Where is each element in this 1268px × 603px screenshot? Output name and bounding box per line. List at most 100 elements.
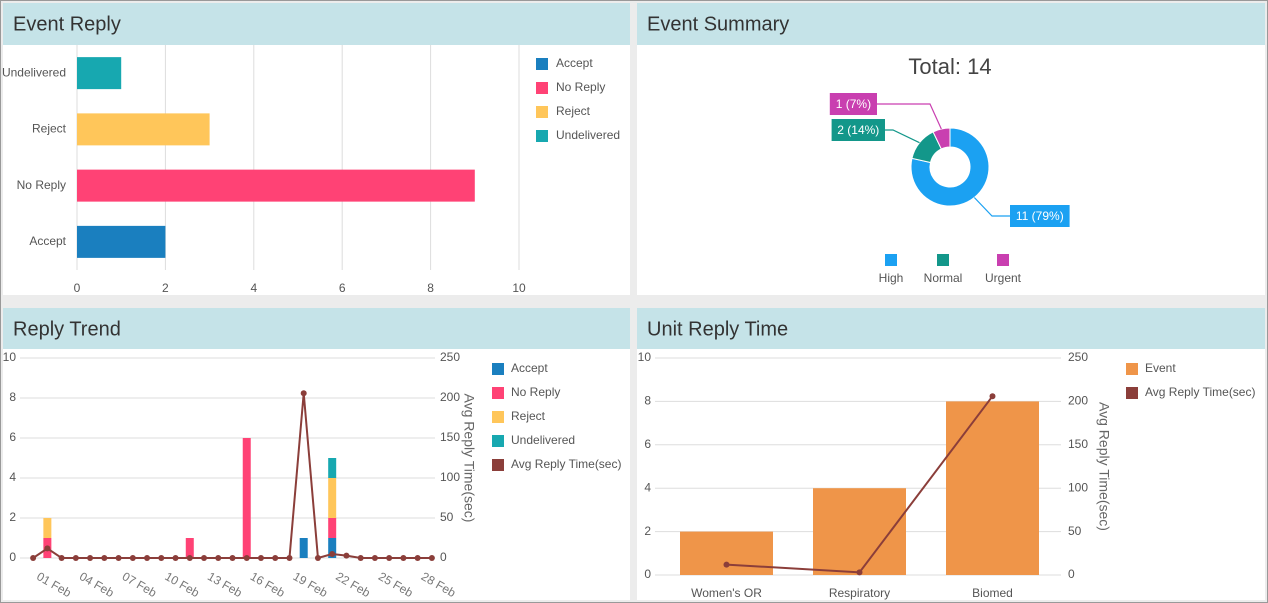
legend-label: Accept — [556, 56, 593, 70]
bar — [77, 225, 166, 258]
y-tick-label: Accept — [29, 234, 66, 248]
line-marker — [144, 555, 151, 561]
legend-swatch — [997, 254, 1009, 266]
legend-swatch — [492, 363, 504, 375]
donut-slice — [932, 127, 951, 150]
line-marker — [129, 555, 136, 561]
x-tick-label: Women's OR — [691, 586, 762, 600]
y-tick-label: 6 — [9, 430, 16, 444]
line-marker — [723, 561, 730, 568]
line-marker — [72, 555, 79, 561]
y2-tick-label: 50 — [440, 510, 454, 524]
line-marker — [87, 555, 94, 561]
line-marker — [300, 390, 307, 397]
legend-swatch — [492, 459, 504, 471]
y2-tick-label: 200 — [440, 390, 460, 404]
line-marker — [186, 555, 193, 561]
label-connector — [877, 103, 942, 130]
y2-tick-label: 150 — [1068, 437, 1088, 451]
bar — [680, 531, 773, 575]
y-tick-label: 4 — [644, 480, 651, 494]
data-label-box — [831, 119, 885, 141]
bar — [328, 538, 337, 558]
y-tick-label: No Reply — [17, 178, 66, 192]
y2-tick-label: 0 — [1068, 567, 1075, 581]
y2-tick-label: 0 — [440, 550, 447, 564]
donut-slice — [910, 127, 990, 207]
x-tick-label: 6 — [339, 281, 346, 295]
y-tick-label: Undelivered — [2, 65, 66, 79]
y-tick-label: Reject — [32, 122, 67, 136]
y2-tick-label: 100 — [440, 470, 460, 484]
line-marker — [115, 555, 122, 561]
x-tick-label: 8 — [427, 281, 434, 295]
line-marker — [286, 555, 293, 561]
panel-header — [637, 3, 1265, 45]
label-connector — [973, 197, 1010, 217]
y-tick-label: 8 — [9, 390, 16, 404]
data-label-box — [829, 93, 877, 115]
bar — [77, 57, 122, 90]
legend-swatch — [536, 58, 548, 70]
panel — [637, 3, 1265, 295]
legend-label: No Reply — [511, 385, 560, 399]
y-tick-label: 10 — [3, 350, 17, 364]
y2-tick-label: 250 — [1068, 350, 1088, 364]
legend-swatch — [536, 82, 548, 94]
y-tick-label: 6 — [644, 437, 651, 451]
legend-label: Reject — [511, 409, 546, 423]
bar — [77, 113, 210, 146]
y2-tick-label: 100 — [1068, 480, 1088, 494]
legend-swatch — [885, 254, 897, 266]
line-marker — [215, 555, 222, 561]
panel-title: Event Summary — [647, 13, 789, 35]
panel-header — [3, 308, 630, 349]
bar — [328, 458, 337, 478]
x-tick-label: 10 — [512, 281, 526, 295]
line-marker — [428, 555, 435, 561]
line-marker — [343, 552, 350, 559]
line-marker — [314, 555, 321, 561]
line-marker — [329, 551, 336, 557]
y2-tick-label: 50 — [1068, 524, 1082, 538]
line-marker — [58, 555, 65, 561]
x-tick-label: 4 — [250, 281, 257, 295]
bar — [328, 518, 337, 538]
panel-title: Unit Reply Time — [647, 318, 788, 340]
line-marker — [272, 555, 279, 561]
panel-header — [3, 3, 630, 45]
line-marker — [44, 545, 51, 552]
y-tick-label: 0 — [644, 567, 651, 581]
legend-label: Avg Reply Time(sec) — [1145, 385, 1255, 399]
line-marker — [989, 393, 996, 400]
legend-label: Accept — [511, 361, 548, 375]
x-tick-label: 0 — [74, 281, 81, 295]
legend-swatch — [1126, 363, 1138, 375]
legend-label: Undelivered — [556, 128, 620, 142]
data-label-box — [1010, 205, 1070, 227]
line-marker — [30, 555, 37, 561]
label-connector — [885, 129, 920, 144]
y-tick-label: 10 — [638, 350, 652, 364]
y2-tick-label: 200 — [1068, 394, 1088, 408]
data-label: 2 (14%) — [837, 123, 879, 137]
panel-header — [637, 308, 1265, 349]
legend-swatch — [492, 411, 504, 423]
line-marker — [101, 555, 108, 561]
y2-tick-label: 150 — [440, 430, 460, 444]
x-tick-label: 2 — [162, 281, 169, 295]
bar — [299, 538, 308, 558]
line-marker — [243, 555, 250, 561]
legend-label: Event — [1145, 361, 1176, 375]
legend-swatch — [492, 435, 504, 447]
bar — [43, 518, 52, 538]
bar — [185, 538, 194, 558]
bar — [813, 488, 906, 575]
legend-label: Urgent — [985, 271, 1022, 285]
bar — [328, 478, 337, 518]
legend-label: Reject — [556, 104, 591, 118]
legend-label: Undelivered — [511, 433, 575, 447]
line-marker — [400, 555, 407, 561]
y-tick-label: 4 — [9, 470, 16, 484]
panel-title: Event Reply — [13, 13, 121, 35]
